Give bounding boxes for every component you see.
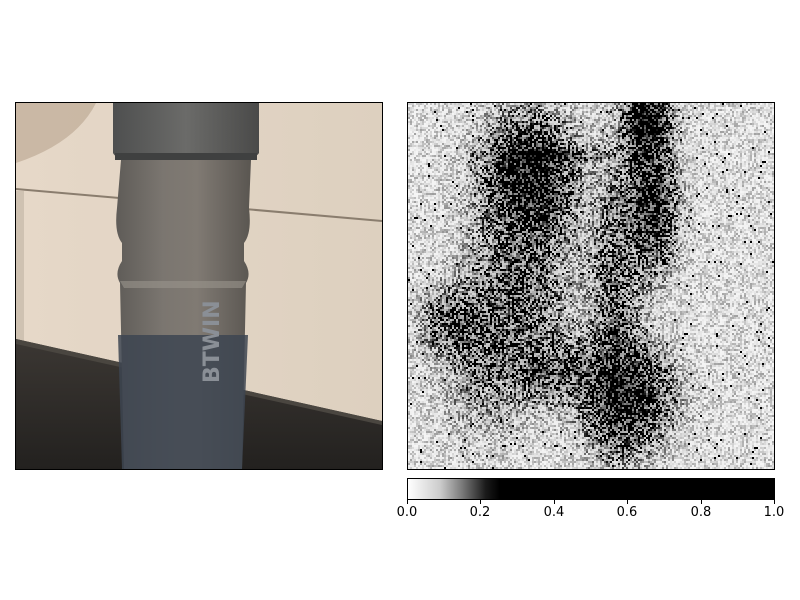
water-bottle-photo: BTWIN: [16, 103, 382, 469]
bottle-brand-logo: BTWIN: [200, 300, 225, 383]
colorbar-tick-label: 0.0: [396, 505, 418, 520]
colorbar: [407, 478, 775, 500]
colorbar-gradient: [408, 479, 774, 499]
colorbar-tick-mark: [701, 500, 702, 504]
colorbar-tick-mark: [627, 500, 628, 504]
colorbar-tick-label: 0.4: [543, 505, 565, 520]
heatmap-image: [408, 103, 774, 469]
colorbar-tick-label: 0.8: [690, 505, 712, 520]
colorbar-tick-label: 1.0: [763, 505, 785, 520]
colorbar-tick-mark: [480, 500, 481, 504]
colorbar-tick-mark: [407, 500, 408, 504]
colorbar-tick-mark: [774, 500, 775, 504]
heatmap-panel: [407, 102, 775, 470]
colorbar-tick-mark: [554, 500, 555, 504]
input-image-panel: BTWIN: [15, 102, 383, 470]
colorbar-tick-label: 0.2: [469, 505, 491, 520]
colorbar-tick-label: 0.6: [616, 505, 638, 520]
